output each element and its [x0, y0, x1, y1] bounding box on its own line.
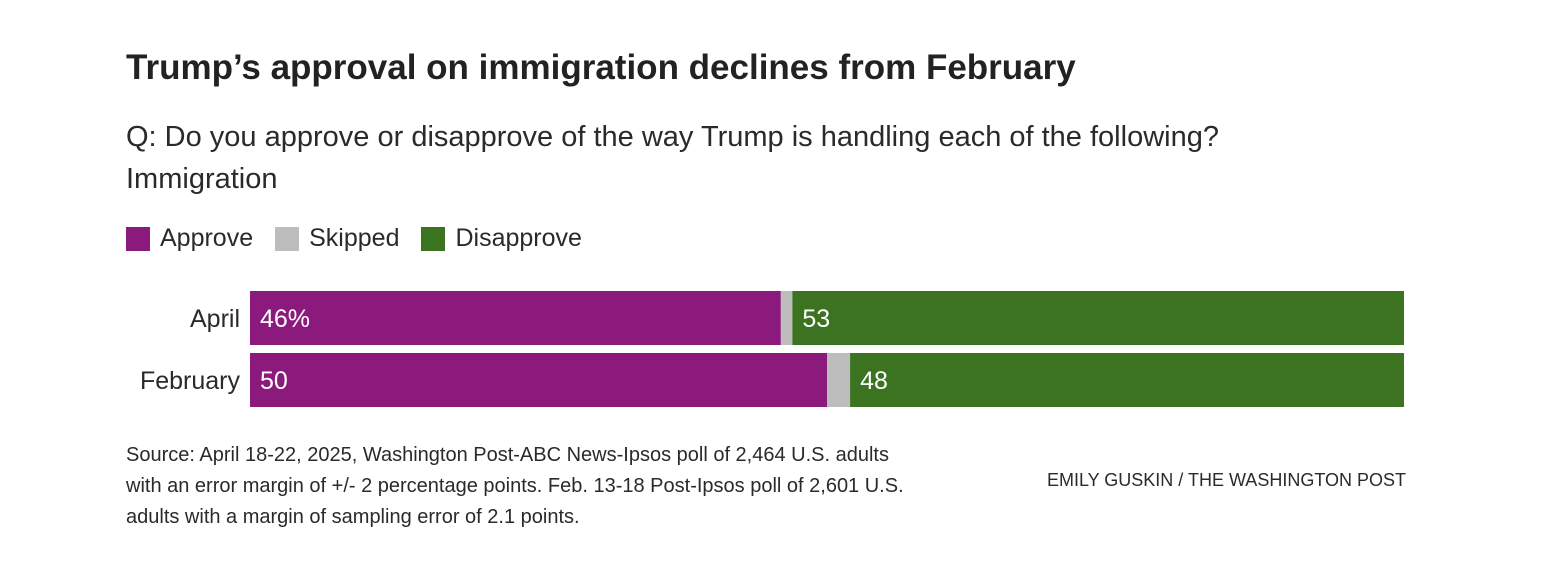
bar-disapprove-february	[850, 353, 1404, 407]
source-line-1: Source: April 18-22, 2025, Washington Po…	[126, 444, 889, 466]
source-note: Source: April 18-22, 2025, Washington Po…	[126, 440, 1026, 533]
bar-skipped-february	[827, 353, 851, 407]
bar-skipped-april	[780, 291, 793, 345]
category-label-april: April	[190, 305, 240, 333]
chart-subtitle: Q: Do you approve or disapprove of the w…	[126, 116, 1426, 200]
legend-label-disapprove: Disapprove	[455, 224, 582, 252]
data-label-approve-april: 46%	[260, 305, 310, 333]
legend-item-skipped: Skipped	[275, 224, 399, 253]
legend-swatch-skipped	[275, 226, 300, 251]
data-label-approve-february: 50	[260, 367, 288, 395]
stacked-bar-chart: April 46% 53 February 50 48	[140, 291, 1404, 407]
credit-line: EMILY GUSKIN / THE WASHINGTON POST	[1046, 470, 1406, 490]
legend-item-approve: Approve	[126, 224, 253, 253]
bar-approve-february	[250, 353, 827, 407]
data-label-disapprove-february: 48	[860, 367, 888, 395]
legend-swatch-disapprove	[421, 226, 446, 251]
legend-swatch-approve	[126, 226, 150, 251]
chart-title: Trump’s approval on immigration declines…	[126, 48, 1076, 87]
data-label-disapprove-april: 53	[802, 305, 830, 333]
source-line-2: with an error margin of +/- 2 percentage…	[126, 475, 904, 497]
source-line-3: adults with a margin of sampling error o…	[126, 506, 580, 528]
legend-item-disapprove: Disapprove	[421, 224, 582, 253]
legend-label-approve: Approve	[160, 224, 254, 252]
legend: Approve Skipped Disapprove	[126, 224, 604, 253]
bar-disapprove-april	[792, 291, 1404, 345]
subtitle-topic: Immigration	[126, 163, 278, 195]
bar-approve-april	[250, 291, 781, 345]
subtitle-question: Q: Do you approve or disapprove of the w…	[126, 121, 1219, 153]
legend-label-skipped: Skipped	[309, 224, 400, 252]
category-label-february: February	[140, 367, 241, 395]
